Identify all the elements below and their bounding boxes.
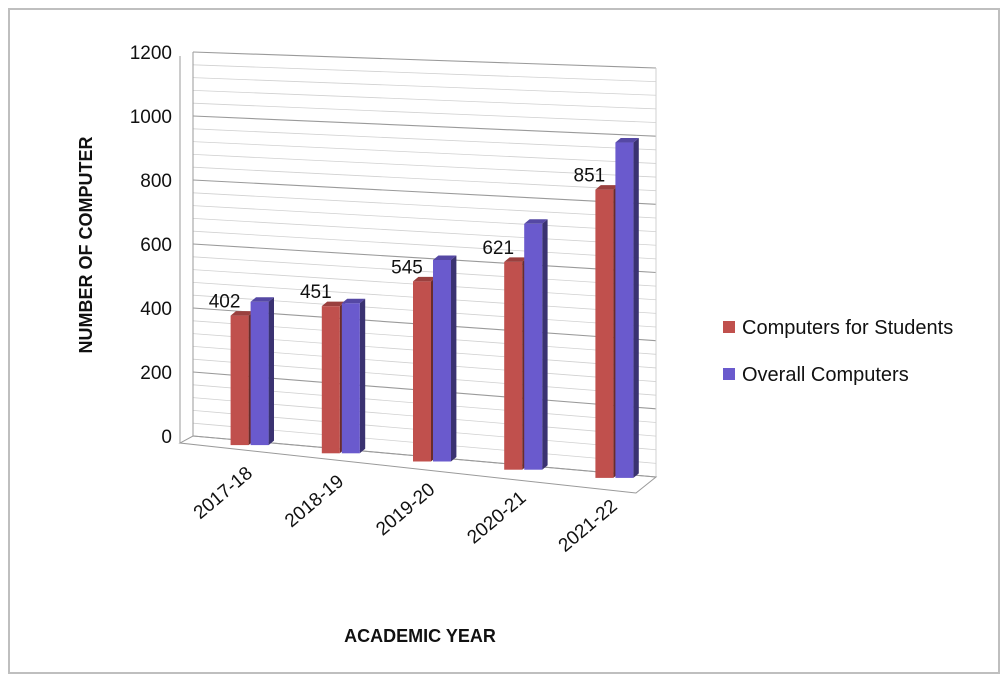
- bar-students: [595, 189, 614, 478]
- bar-top: [413, 276, 437, 282]
- bar-side: [268, 297, 274, 446]
- legend: Computers for Students Overall Computers: [723, 317, 953, 386]
- bar-overall: [524, 223, 543, 470]
- bar-side: [633, 138, 639, 478]
- bar-side: [359, 298, 366, 454]
- floor: [178, 435, 658, 494]
- chart-frame: 0 200 400 600 800 1000 1200 402 2017-18 451 2018-1…: [8, 8, 1000, 674]
- x-tick-label: 2019-20: [372, 479, 439, 540]
- x-tick-label: 2020-21: [463, 487, 530, 548]
- chart-svg: 0 200 400 600 800 1000 1200 402 2017-18 451 2018-1…: [76, 43, 953, 646]
- x-axis-title: ACADEMIC YEAR: [344, 626, 496, 646]
- legend-label-students: Computers for Students: [742, 317, 953, 339]
- x-tick-label: 2018-19: [281, 471, 348, 532]
- bar-students: [321, 306, 340, 454]
- minor-gridline: [192, 218, 657, 246]
- bar-top: [615, 138, 639, 143]
- legend-swatch-students: [723, 321, 735, 333]
- minor-gridline: [192, 154, 657, 178]
- y-tick-label: 1200: [130, 43, 172, 64]
- minor-gridline: [192, 128, 657, 151]
- major-gridline: [192, 115, 657, 137]
- bar-overall: [433, 259, 451, 462]
- minor-gridline: [192, 230, 657, 260]
- y-tick-label: 0: [161, 427, 172, 448]
- minor-gridline: [192, 205, 657, 232]
- bar-side: [451, 255, 457, 462]
- bar-students: [413, 281, 431, 462]
- data-label: 545: [391, 257, 423, 278]
- bars: [230, 138, 639, 478]
- y-tick-label: 600: [140, 235, 172, 256]
- minor-gridline: [192, 141, 657, 164]
- bar-top: [504, 257, 528, 262]
- minor-gridline: [192, 77, 657, 96]
- major-gridline: [192, 51, 657, 69]
- minor-gridline: [192, 256, 657, 287]
- bar-students: [230, 315, 249, 446]
- legend-label-overall: Overall Computers: [742, 364, 909, 386]
- minor-gridline: [192, 166, 657, 192]
- bar-top: [341, 298, 366, 304]
- bar-top: [524, 219, 548, 224]
- labels: 0 200 400 600 800 1000 1200 402 2017-18 451 2018-1…: [130, 43, 622, 557]
- major-gridline: [192, 243, 657, 274]
- legend-swatch-overall: [723, 368, 735, 380]
- data-label: 451: [300, 282, 332, 303]
- bar-side: [542, 219, 548, 470]
- x-tick-label: 2017-18: [190, 463, 257, 524]
- bar-overall: [615, 142, 634, 478]
- data-label: 621: [482, 238, 514, 259]
- bar-top: [250, 297, 274, 302]
- bar-top: [433, 255, 457, 260]
- y-tick-label: 400: [140, 299, 172, 320]
- bar-top: [595, 185, 619, 190]
- data-label: 402: [209, 292, 241, 313]
- y-tick-label: 1000: [130, 107, 172, 128]
- bar-top: [321, 301, 346, 307]
- minor-gridline: [192, 90, 657, 110]
- y-axis-title: NUMBER OF COMPUTER: [76, 137, 96, 354]
- bar-overall: [341, 303, 360, 454]
- minor-gridline: [192, 102, 657, 123]
- x-tick-label: 2021-22: [555, 496, 622, 557]
- bar-overall: [250, 301, 269, 446]
- bar-students: [504, 261, 523, 470]
- minor-gridline: [192, 192, 657, 219]
- major-gridline: [192, 179, 657, 205]
- y-tick-label: 800: [140, 171, 172, 192]
- bar-top: [230, 311, 254, 316]
- y-tick-label: 200: [140, 363, 172, 384]
- minor-gridline: [192, 64, 657, 83]
- data-label: 851: [574, 166, 606, 187]
